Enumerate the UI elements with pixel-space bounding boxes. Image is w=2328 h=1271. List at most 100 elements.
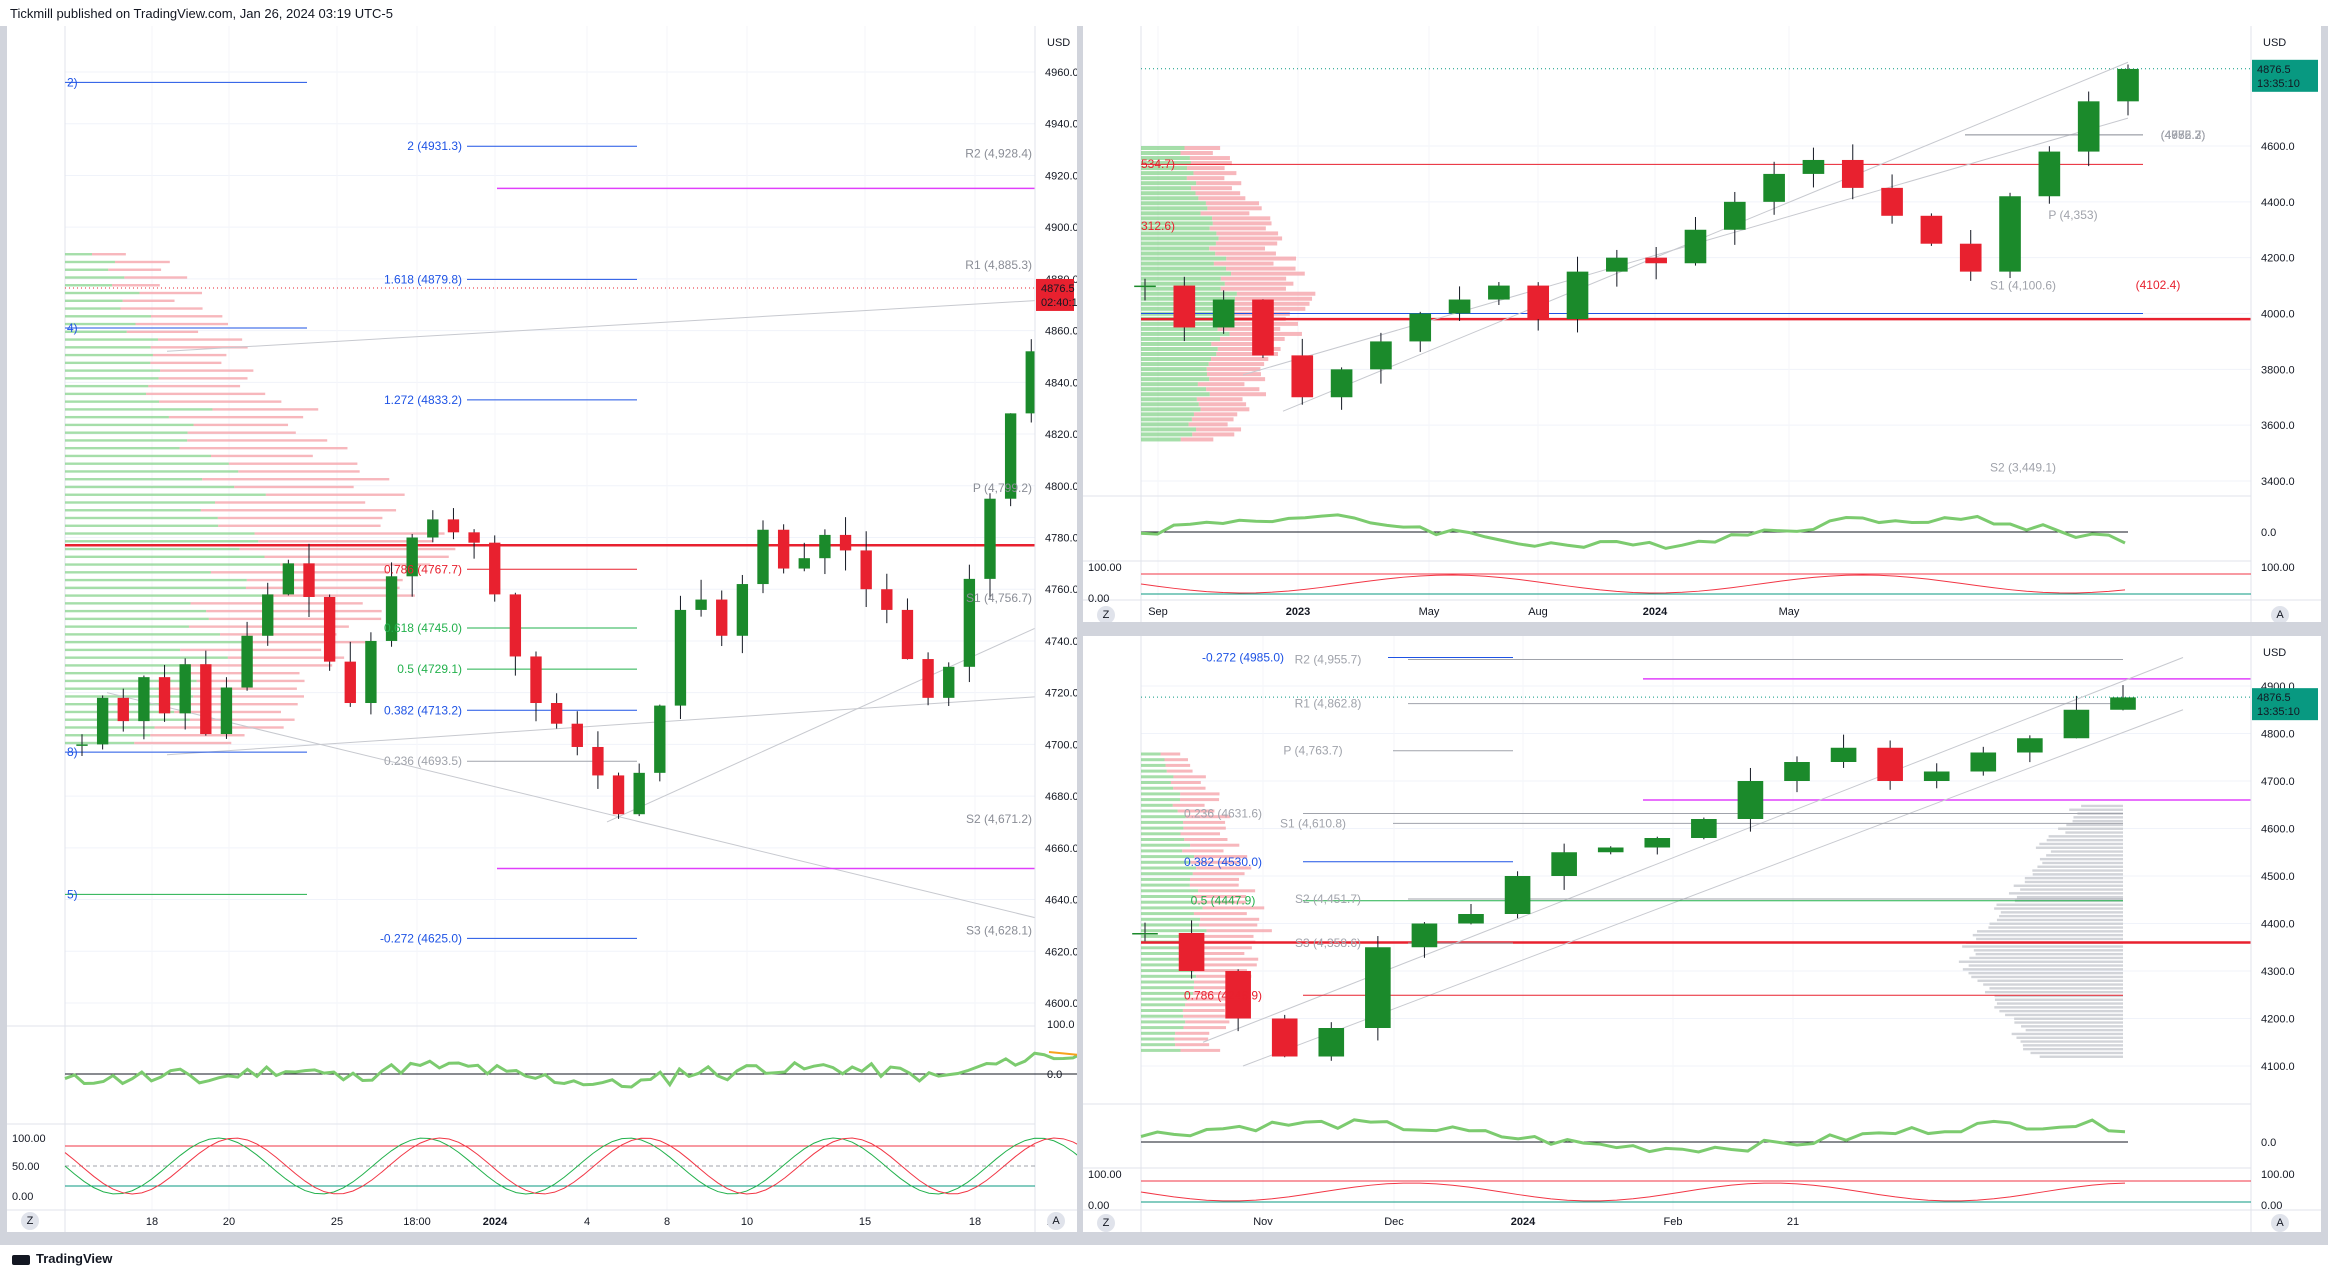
candle-body bbox=[303, 563, 315, 597]
profile-bar-up bbox=[65, 338, 158, 341]
publish-header: Tickmill published on TradingView.com, J… bbox=[0, 0, 2328, 26]
profile-bar-up bbox=[65, 361, 151, 365]
profile-bar-down bbox=[157, 338, 243, 341]
candle-body bbox=[1920, 215, 1943, 244]
price-tick-label: 4820.0 bbox=[1045, 429, 1077, 441]
profile-bar-down bbox=[239, 547, 456, 551]
profile-bar-up bbox=[1141, 849, 1183, 853]
profile-bar-down bbox=[262, 594, 415, 597]
profile-bar-down bbox=[1235, 296, 1313, 301]
price-tick-label: 4400.0 bbox=[2261, 919, 2295, 931]
main-chart-panel[interactable]: 2 (4931.3) 1.618 (4879.8) 1.272 (4833.2) 0.… bbox=[7, 26, 1077, 1232]
candle-body bbox=[963, 578, 976, 667]
profile-bar-up bbox=[65, 268, 109, 271]
profile-bar-down bbox=[211, 454, 313, 458]
candle-body bbox=[1173, 285, 1196, 328]
last-price-tag bbox=[1036, 278, 1074, 311]
profile-bar-up bbox=[65, 516, 218, 520]
price-axis: USD4960.04940.04920.04900.04880.04860.04… bbox=[1034, 26, 1077, 1232]
profile-bar-down bbox=[1192, 872, 1245, 876]
price-tick-label: 4960.0 bbox=[1045, 67, 1077, 79]
weekly-auto-button[interactable]: A bbox=[2271, 606, 2289, 622]
profile-bar-down bbox=[1190, 877, 1240, 881]
profile-bar-down bbox=[280, 563, 431, 566]
candle-body bbox=[1999, 196, 2021, 272]
candle-body bbox=[819, 534, 831, 559]
daily-rsi-pane: 0.0 bbox=[1083, 1103, 2276, 1154]
profile-bar-down bbox=[1180, 792, 1220, 796]
profile-bar-down bbox=[150, 346, 248, 349]
profile-bar-down bbox=[265, 493, 405, 496]
bar-countdown: 13:35:10 bbox=[2257, 706, 2300, 718]
profile-bar-right bbox=[2020, 888, 2123, 891]
candle-body bbox=[282, 563, 295, 595]
weekly-stoch-pane: 100.00 0.00 100.00 bbox=[1083, 560, 2295, 605]
profile-bar-down bbox=[154, 726, 284, 729]
rsi-tick: 0.0 bbox=[2261, 1137, 2276, 1149]
profile-bar-up bbox=[1141, 963, 1199, 967]
profile-bar-down bbox=[114, 260, 170, 264]
profile-bar-down bbox=[1198, 196, 1246, 201]
candle-body bbox=[1970, 752, 1997, 772]
daily-volume-profile bbox=[1141, 752, 2123, 1058]
profile-bar-up bbox=[1141, 843, 1191, 847]
tradingview-logo[interactable]: TradingView bbox=[12, 1251, 112, 1266]
profile-bar-down bbox=[1186, 166, 1225, 171]
profile-bar-right bbox=[2037, 865, 2123, 868]
last-price-value: 4876.5 bbox=[1041, 283, 1075, 295]
profile-bar-up bbox=[65, 695, 194, 698]
profile-bar-down bbox=[1205, 201, 1260, 206]
daily-auto-button[interactable]: A bbox=[2271, 1214, 2289, 1232]
auto-scale-button[interactable]: A bbox=[1047, 1212, 1065, 1230]
profile-bar-right bbox=[2039, 857, 2123, 861]
profile-bar-up bbox=[1141, 957, 1200, 961]
time-tick-label: 10 bbox=[741, 1216, 753, 1228]
candle-body bbox=[2063, 709, 2090, 739]
currency-label: USD bbox=[2263, 647, 2286, 659]
profile-bar-right bbox=[1999, 914, 2123, 918]
profile-bar-right bbox=[2000, 911, 2123, 914]
profile-bar-up bbox=[1141, 176, 1187, 181]
profile-bar-up bbox=[65, 625, 189, 628]
candle-body bbox=[2077, 101, 2100, 152]
daily-chart-svg[interactable]: -0.272 (4985.0) R2 (4,955.7) R1 (4,862.8) P… bbox=[1083, 636, 2321, 1232]
weekly-chart-panel[interactable]: (4972.2) (4786.3) (4655.7) P (4,353) S1 (4,1… bbox=[1083, 26, 2321, 622]
profile-bar-up bbox=[1141, 326, 1218, 331]
fib-level-label: 1.272 (4833.2) bbox=[384, 393, 462, 407]
profile-bar-up bbox=[65, 609, 207, 613]
rsi-pane: 100.0 0.0 bbox=[7, 1019, 1077, 1089]
profile-bar-down bbox=[139, 291, 203, 295]
profile-bar-up bbox=[65, 671, 189, 675]
profile-bar-down bbox=[1236, 291, 1316, 296]
profile-bar-up bbox=[1141, 231, 1217, 236]
level-label: 0.786 (4248.9) bbox=[1184, 988, 1262, 1002]
profile-bar-down bbox=[1193, 895, 1247, 898]
profile-bar-down bbox=[126, 330, 199, 334]
time-tick-label: 2024 bbox=[483, 1216, 508, 1228]
profile-bar-right bbox=[2039, 1055, 2123, 1058]
candle-body bbox=[96, 697, 109, 745]
profile-bar-up bbox=[65, 493, 266, 496]
candle-body bbox=[1606, 257, 1628, 272]
profile-bar-down bbox=[187, 439, 328, 442]
profile-bar-down bbox=[1184, 146, 1221, 150]
profile-bar-down bbox=[1198, 963, 1257, 967]
profile-bar-down bbox=[1193, 900, 1247, 904]
weekly-timezone-button[interactable]: Z bbox=[1097, 606, 1115, 622]
axis-background bbox=[1035, 26, 1077, 1232]
profile-bar-down bbox=[1216, 231, 1279, 236]
daily-chart-panel[interactable]: -0.272 (4985.0) R2 (4,955.7) R1 (4,862.8) P… bbox=[1083, 636, 2321, 1232]
profile-bar-right bbox=[1996, 918, 2123, 922]
main-chart-svg[interactable]: 2 (4931.3) 1.618 (4879.8) 1.272 (4833.2) 0.… bbox=[7, 26, 1077, 1232]
fib-left-label: 5) bbox=[67, 887, 78, 901]
profile-bar-down bbox=[264, 555, 449, 559]
daily-timezone-button[interactable]: Z bbox=[1097, 1214, 1115, 1232]
profile-bar-up bbox=[65, 415, 169, 419]
profile-bar-up bbox=[1141, 166, 1187, 171]
profile-bar-down bbox=[1200, 211, 1250, 216]
daily-price-axis: USD4900.04800.04700.04600.04500.04400.04… bbox=[2250, 636, 2321, 1232]
weekly-chart-svg[interactable]: (4972.2)(4786.3)(4655.7) P (4,353) S1 (4,1… bbox=[1083, 26, 2321, 622]
timezone-button[interactable]: Z bbox=[21, 1212, 39, 1230]
candle-body bbox=[860, 550, 872, 590]
